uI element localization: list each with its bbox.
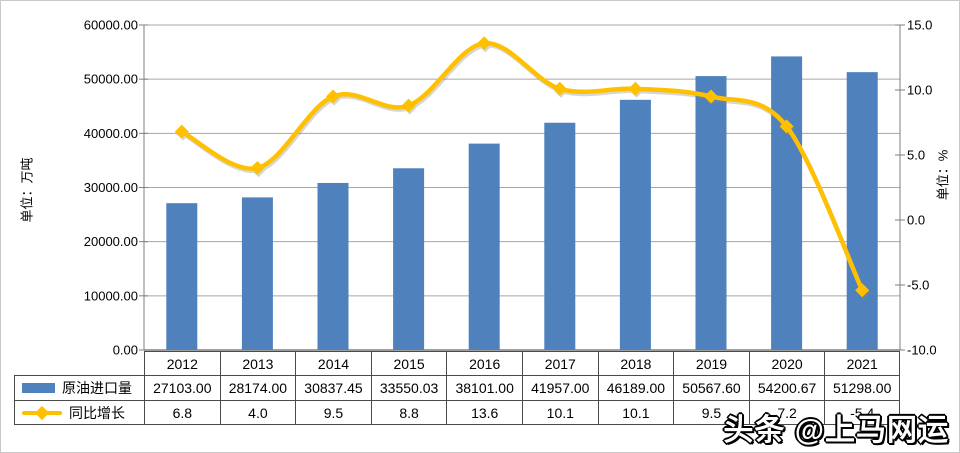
bar-value-cell: 46189.00: [597, 375, 674, 400]
bar-value-cell: 41957.00: [521, 375, 598, 400]
left-axis-tick-label: 40000.00: [84, 126, 138, 141]
left-axis-tick-label: 20000.00: [84, 234, 138, 249]
growth-value-cell: 9.5: [295, 400, 371, 425]
year-header-cell: 2020: [748, 351, 825, 375]
right-axis-tick-label: 10.0: [907, 83, 932, 98]
year-header-cell: 2015: [370, 351, 447, 375]
bar-2013: [241, 197, 273, 350]
left-axis-tick-label: 30000.00: [84, 180, 138, 195]
growth-value-cell: 7.2: [748, 400, 825, 425]
left-axis-tick-label: 10000.00: [84, 288, 138, 303]
growth-value-cell: 6.8: [144, 400, 220, 425]
year-header-cell: 2016: [446, 351, 522, 375]
bar-value-cell: 38101.00: [446, 375, 522, 400]
legend-entry-bar: 原油进口量: [14, 375, 144, 400]
bar-2012: [166, 203, 198, 350]
growth-value-cell: 9.5: [673, 400, 749, 425]
year-header-cell: 2012: [144, 351, 220, 375]
year-header-cell: 2017: [521, 351, 598, 375]
line-shadow: [176, 38, 871, 300]
bar-2016: [468, 143, 500, 350]
growth-value-cell: 10.1: [521, 400, 598, 425]
table-corner-blank: [14, 351, 144, 375]
right-axis-title: 单位：%: [935, 149, 951, 201]
bar-2014: [317, 182, 349, 350]
legend-label: 同比增长: [69, 404, 125, 421]
right-axis-tick-label: 15.0: [907, 18, 932, 33]
year-header-cell: 2014: [295, 351, 371, 375]
bar-value-cell: 54200.67: [748, 375, 825, 400]
growth-value-cell: 13.6: [446, 400, 522, 425]
year-header-cell: 2019: [673, 351, 749, 375]
left-axis-tick-label: 0.00: [113, 343, 138, 358]
bar-2017: [544, 122, 576, 351]
left-axis-tick-label: 60000.00: [84, 18, 138, 33]
bar-2020: [771, 56, 803, 351]
right-axis-tick-label: 5.0: [907, 148, 925, 163]
legend-bar-swatch: [22, 383, 55, 393]
right-axis-tick-label: 0.0: [907, 213, 925, 228]
bar-2021: [846, 72, 878, 350]
year-header-cell: 2013: [219, 351, 296, 375]
bar-value-cell: 30837.45: [295, 375, 371, 400]
bar-2018: [619, 99, 651, 350]
right-axis-tick-label: -10.0: [907, 343, 937, 358]
bar-value-cell: 50567.60: [673, 375, 749, 400]
growth-line-markers: [174, 36, 870, 298]
bar-value-cell: 27103.00: [144, 375, 220, 400]
watermark-text: 头条 @上马网运: [723, 414, 949, 447]
data-table: 2012 2013 2014 2015 2016 2017 2018 2019 2020 2021…: [14, 351, 900, 425]
year-header-cell: 2018: [597, 351, 674, 375]
bar-2019: [695, 76, 727, 350]
bar-value-cell: 28174.00: [219, 375, 296, 400]
year-header-cell: 2021: [824, 351, 900, 375]
legend-label: 原油进口量: [62, 380, 132, 396]
bar-2015: [393, 168, 425, 350]
growth-value-cell: 4.0: [219, 400, 296, 425]
growth-value-cell: 10.1: [597, 400, 674, 425]
growth-value-cell: -5.4: [824, 400, 900, 425]
legend-line-swatch: [22, 405, 62, 420]
right-axis-tick-label: -5.0: [907, 278, 929, 293]
left-axis-title: 单位：万吨: [19, 157, 35, 223]
left-axis-tick-label: 50000.00: [84, 72, 138, 87]
growth-value-cell: 8.8: [370, 400, 447, 425]
growth-line: [179, 40, 865, 293]
bar-value-cell: 51298.00: [824, 375, 900, 400]
bar-value-cell: 33550.03: [370, 375, 447, 400]
legend-entry-line: 同比增长: [14, 400, 144, 425]
